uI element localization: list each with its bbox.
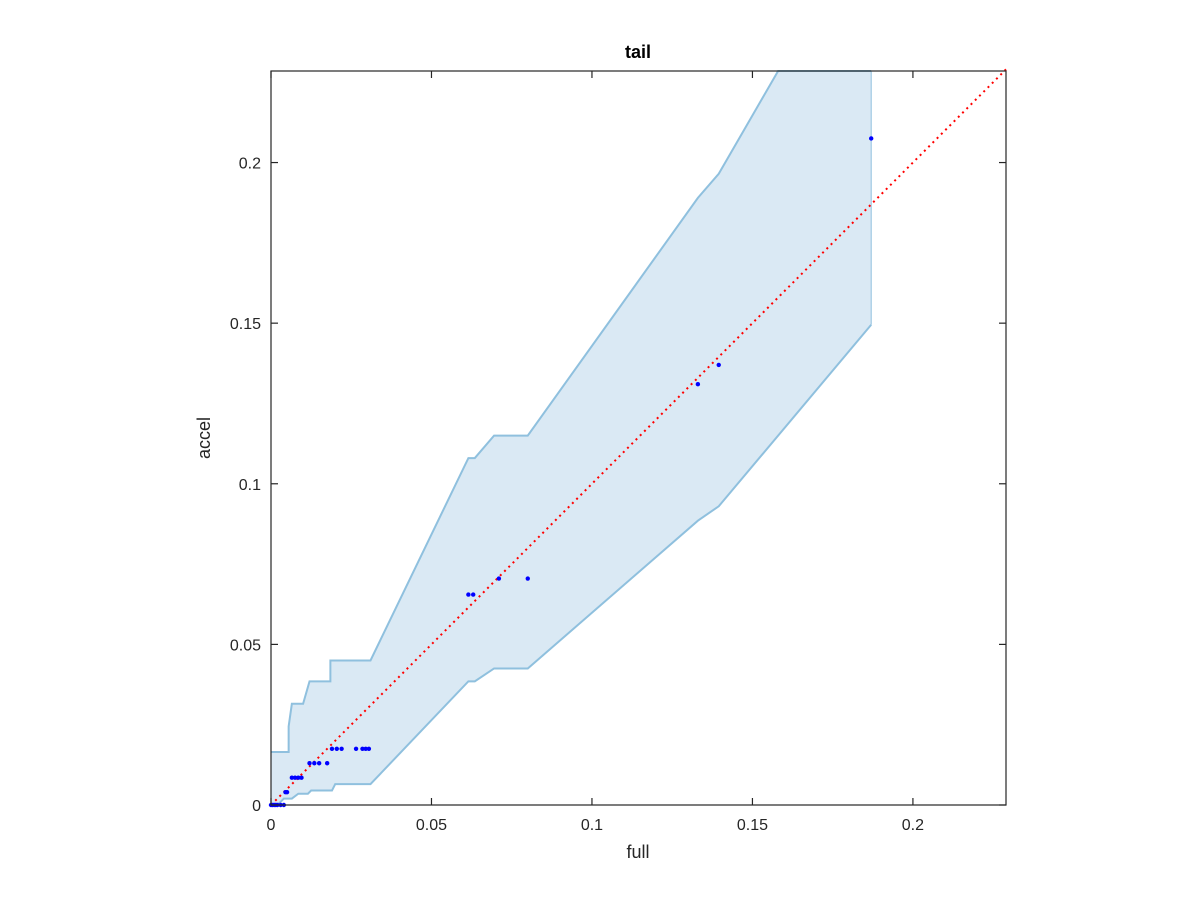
data-point	[284, 789, 290, 795]
band-lower-edge	[271, 324, 872, 806]
data-point	[695, 381, 701, 387]
y-tick-label: 0.1	[239, 477, 261, 494]
data-point	[466, 592, 471, 597]
plot-frame	[270, 70, 1007, 806]
data-point	[296, 775, 301, 780]
y-axis-label: accel	[194, 417, 214, 459]
data-point	[363, 746, 368, 751]
data-point	[353, 746, 359, 751]
axes	[270, 70, 1007, 806]
y-tick-label: 0.05	[230, 637, 261, 654]
data-point	[360, 746, 365, 751]
data-point	[366, 746, 372, 751]
data-point	[334, 746, 339, 751]
y-tick-label: 0.15	[230, 316, 261, 333]
data-point	[289, 775, 295, 780]
data-point	[496, 576, 502, 581]
data-point	[339, 746, 344, 751]
data-point	[868, 136, 874, 141]
data-point	[292, 775, 298, 780]
x-tick-label: 0.2	[902, 817, 924, 834]
data-point	[471, 592, 476, 597]
data-point	[525, 576, 530, 581]
y-tick-label: 0.2	[239, 156, 261, 173]
chart-title: tail	[625, 42, 651, 62]
ticks: 0 0.05 0.1 0.15 0.2 0 0.05 0.1 0.15 0.2	[230, 71, 1006, 834]
x-tick-label: 0.1	[581, 817, 603, 834]
x-tick-label: 0.05	[416, 817, 447, 834]
x-tick-label: 0.15	[737, 817, 768, 834]
data-point	[307, 761, 312, 766]
data-point	[299, 775, 304, 780]
y-tick-label: 0	[252, 798, 261, 815]
band-fill	[271, 71, 872, 805]
x-axis-label: full	[626, 842, 649, 862]
data-point	[716, 362, 721, 368]
data-point	[312, 761, 317, 766]
confidence-band	[271, 70, 872, 806]
data-point	[316, 761, 322, 766]
x-tick-label: 0	[267, 817, 276, 834]
band-upper-edge	[271, 70, 872, 753]
data-point	[324, 761, 330, 766]
data-point	[329, 746, 335, 751]
